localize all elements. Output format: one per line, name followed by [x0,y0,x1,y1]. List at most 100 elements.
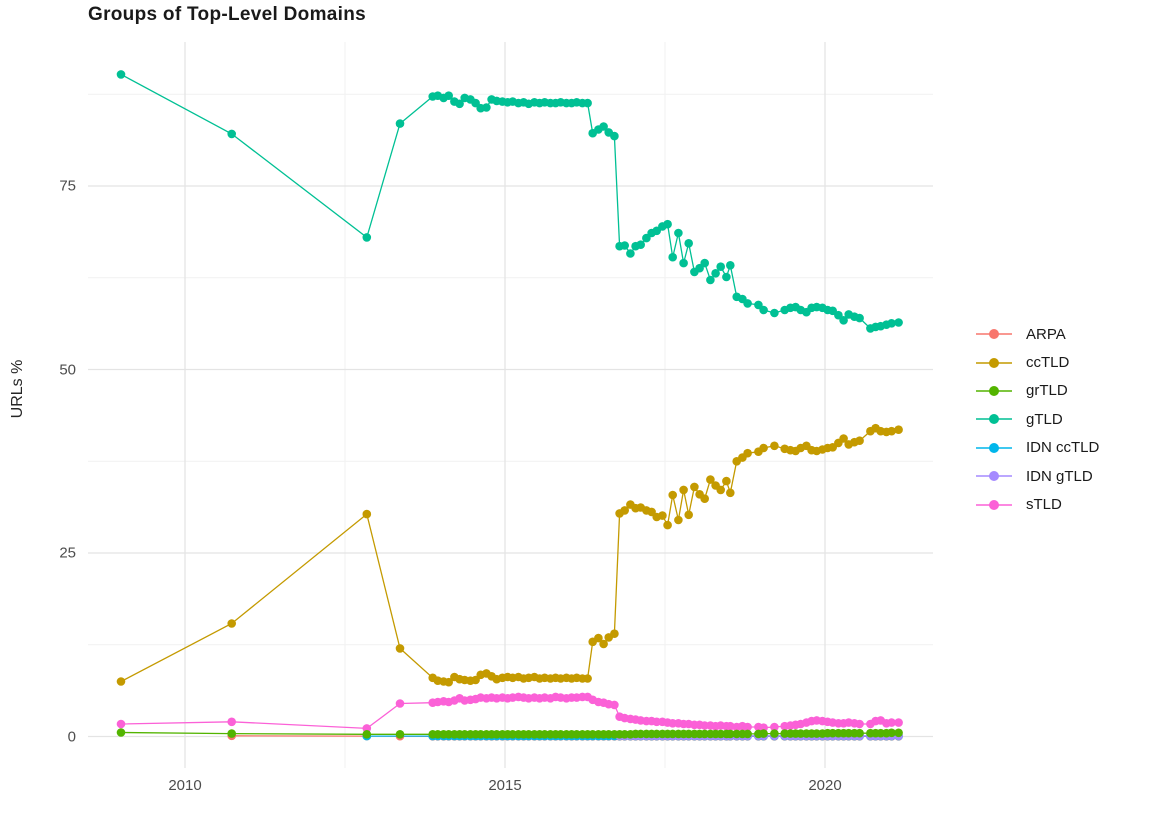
data-point [706,475,715,484]
legend-key-icon [974,411,1014,427]
data-point [482,103,491,112]
data-point [759,723,768,732]
legend-label: ccTLD [1026,354,1070,372]
data-point [716,485,725,495]
data-point [455,99,464,109]
data-point [116,728,126,737]
legend-key-icon [974,355,1014,371]
data-point [894,728,903,738]
legend-item-cctld: ccTLD [974,348,1099,376]
data-point [583,98,592,108]
legend-label: gTLD [1026,410,1063,428]
series-ccTLD [116,423,903,687]
legend-key-icon [974,468,1014,484]
data-point [887,426,896,436]
y-tick-label: 75 [59,177,76,195]
data-point [116,677,126,686]
legend-label: IDN ccTLD [1026,439,1100,457]
data-point [759,305,768,315]
data-point [663,520,672,530]
data-point [722,476,731,486]
data-point [770,441,779,451]
data-point [668,252,677,262]
data-point [759,443,768,453]
data-point [362,730,372,739]
data-point [743,722,752,732]
data-point [626,249,635,258]
data-point [395,730,405,739]
data-point [674,515,683,525]
data-point [594,633,603,643]
data-point [610,131,619,141]
data-point [684,510,693,520]
data-point [636,240,645,249]
data-point [887,728,896,738]
data-point [894,718,903,727]
data-point [726,729,735,739]
data-point [444,91,454,100]
series-grTLD [116,728,903,739]
data-point [620,506,629,515]
legend-item-arpa: ARPA [974,320,1099,348]
y-tick-label: 50 [59,361,76,378]
legend-label: ARPA [1026,325,1066,343]
data-point [227,619,236,628]
data-point [743,448,752,458]
legend-item-idn-cctld: IDN ccTLD [974,434,1099,462]
data-point [855,728,864,738]
data-point [700,258,709,268]
x-tick-label: 2010 [168,777,202,794]
series-line [120,427,899,683]
data-point [700,494,709,504]
legend-item-stld: sTLD [974,490,1099,518]
data-point [395,699,405,708]
legend-key-icon [974,440,1014,456]
series-line [120,73,899,330]
data-point [839,434,848,443]
data-point [663,219,672,229]
data-point [887,319,896,328]
data-point [690,482,699,492]
data-point [583,674,592,683]
legend-label: grTLD [1026,382,1068,400]
data-point [894,318,903,327]
data-point [684,239,693,248]
series-sTLD [116,692,903,733]
data-point [770,729,779,738]
data-point [743,299,752,308]
data-point [722,272,731,282]
data-point [610,700,619,710]
data-point [726,488,735,498]
data-point [726,721,735,731]
data-point [887,718,896,727]
data-point [743,729,752,739]
data-point [658,511,667,520]
data-point [855,313,864,323]
data-point [116,719,126,729]
data-point [116,70,126,79]
legend-key-icon [974,383,1014,399]
data-point [679,485,688,495]
data-point [855,436,864,446]
data-point [674,228,683,238]
y-tick-label: 0 [67,728,76,745]
x-tick-label: 2015 [488,777,522,794]
data-point [227,129,236,139]
legend-label: sTLD [1026,496,1062,514]
data-point [620,241,629,250]
x-tick-label: 2020 [808,777,842,794]
data-point [839,316,848,325]
data-point [395,119,405,128]
legend-item-grtld: grTLD [974,377,1099,405]
data-point [668,490,677,500]
data-point [679,258,688,268]
data-point [362,724,372,733]
data-point [395,644,405,653]
data-point [227,717,236,727]
data-point [770,722,779,732]
chart-title: Groups of Top-Level Domains [88,4,366,25]
data-point [599,639,608,649]
data-point [599,122,608,131]
